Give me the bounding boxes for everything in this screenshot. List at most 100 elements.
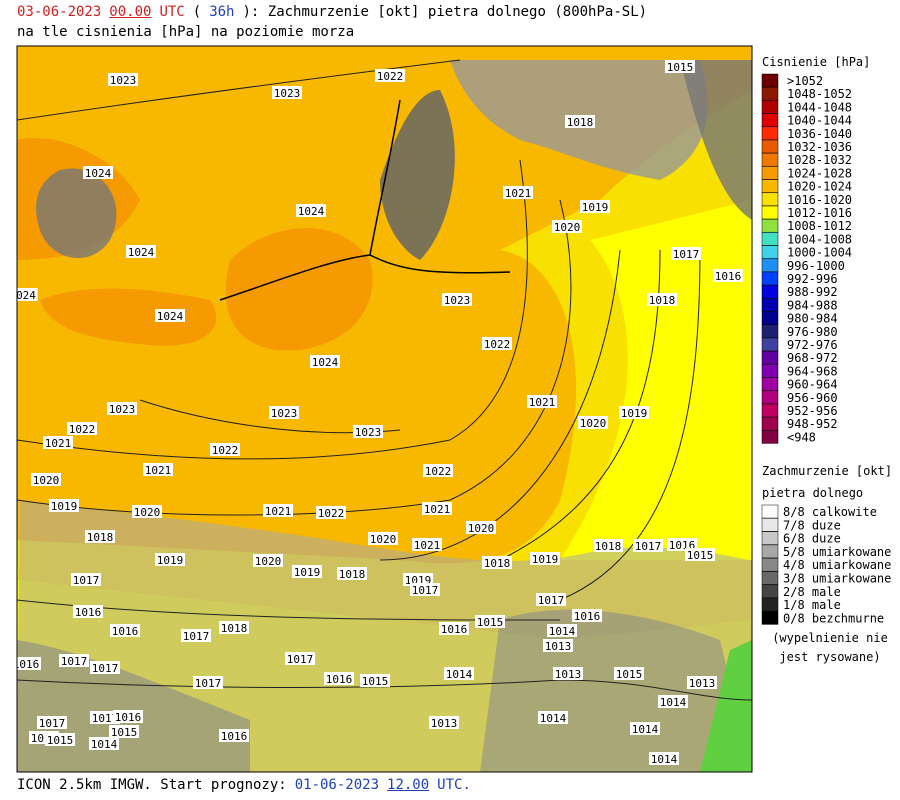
isobar-label-bg xyxy=(475,615,505,628)
isobar-label: 1017 xyxy=(39,717,66,730)
legend-swatch xyxy=(761,518,779,532)
isobar-label: 1021 xyxy=(424,503,451,516)
legend-swatch xyxy=(761,350,779,365)
isobar-label-bg xyxy=(143,463,173,476)
isobar-label-bg xyxy=(108,73,138,86)
legend-label: 980-984 xyxy=(787,312,838,326)
legend-swatch xyxy=(761,377,779,391)
isobar-label: 1019 xyxy=(582,201,609,214)
isobar-label-bg xyxy=(671,247,701,260)
isobar-label: 1014 xyxy=(651,753,678,766)
header-line: na tle cisnienia [hPa] na poziomie morza xyxy=(17,24,355,40)
text-segment: 36h xyxy=(209,4,235,20)
isobar-label-bg xyxy=(412,538,442,551)
legend-swatch xyxy=(761,73,779,88)
isobar-label-bg xyxy=(219,729,249,742)
isobar-label: 1024 xyxy=(312,356,339,369)
isobar-label: 1016 xyxy=(441,623,468,636)
isobar-label: 1018 xyxy=(567,116,594,129)
isobar-label: 1013 xyxy=(545,640,572,653)
isobar-label-bg xyxy=(527,395,557,408)
legend-swatch xyxy=(761,284,779,299)
isobar-label-bg xyxy=(90,661,120,674)
isobar-label: 1015 xyxy=(477,616,504,629)
isobar-label-bg xyxy=(649,752,679,765)
isobar-label-bg xyxy=(310,355,340,368)
isobar-label: 1023 xyxy=(109,403,136,416)
isobar-label: 1017 xyxy=(92,712,119,725)
isobar-label: 1015 xyxy=(667,61,694,74)
isobar-label-bg xyxy=(110,624,140,637)
isobar-label-bg xyxy=(422,502,452,515)
isobar-label: 1017 xyxy=(61,655,88,668)
isobar-label: 1014 xyxy=(660,696,687,709)
isobar-label-bg xyxy=(547,624,577,637)
legend-label: 952-956 xyxy=(787,404,838,418)
isobar-label-bg xyxy=(665,60,695,73)
isobar-label-bg xyxy=(685,548,715,561)
isobar-label: 1018 xyxy=(221,622,248,635)
isobar-label: 1014 xyxy=(446,668,473,681)
isobar-label-bg xyxy=(253,554,283,567)
legend-swatch xyxy=(761,390,779,405)
legend-label: 996-1000 xyxy=(787,259,845,273)
isobar-label: 1024 xyxy=(85,167,112,180)
isobar-label: 1019 xyxy=(532,553,559,566)
legend-swatch xyxy=(761,166,779,180)
isobar-label-bg xyxy=(71,573,101,586)
text-segment: UTC. xyxy=(437,777,471,793)
legend-title: Cisnienie [hPa] xyxy=(762,55,870,69)
legend-label: 8/8 calkowite xyxy=(783,505,877,519)
isobar-label-bg xyxy=(85,530,115,543)
legend-swatch xyxy=(761,337,779,352)
isobar-label: 1015 xyxy=(362,675,389,688)
legend-label: 988-992 xyxy=(787,285,838,299)
isobar-label: 1023 xyxy=(444,294,471,307)
legend-label: 0/8 bezchmurne xyxy=(783,611,884,625)
isobar-label: 1015 xyxy=(111,726,138,739)
isobar-label: 1016 xyxy=(112,625,139,638)
legend-label: 1036-1040 xyxy=(787,127,852,141)
isobar-label: 1017 xyxy=(412,584,439,597)
legend-swatch xyxy=(761,218,779,233)
legend-label: 1004-1008 xyxy=(787,232,852,246)
isobar-label-bg xyxy=(316,506,346,519)
isobar-label-bg xyxy=(565,115,595,128)
isobar-label-bg xyxy=(31,473,61,486)
isobar-label-bg xyxy=(219,621,249,634)
borders xyxy=(219,99,511,301)
isobar-label-bg xyxy=(619,406,649,419)
isobar-label-bg xyxy=(578,416,608,429)
legend-label: 1008-1012 xyxy=(787,219,852,233)
isobar-label-bg xyxy=(439,622,469,635)
isobar-label: 1014 xyxy=(549,625,576,638)
isobar-label-bg xyxy=(37,716,67,729)
isobar-label-bg xyxy=(67,422,97,435)
isobar-label-bg xyxy=(647,293,677,306)
isobar-label-bg xyxy=(553,667,583,680)
legend-label: >1052 xyxy=(787,74,823,88)
isobar-label-bg xyxy=(466,521,496,534)
isobar-label: 1022 xyxy=(484,338,511,351)
isobar-label: 1017 xyxy=(73,574,100,587)
legend-swatch xyxy=(761,152,779,167)
legend-swatch xyxy=(761,245,779,259)
legend-label: 7/8 duze xyxy=(783,518,841,532)
text-segment: UTC xyxy=(159,4,185,20)
isobar-label-bg xyxy=(572,609,602,622)
isobar-label: 1023 xyxy=(110,74,137,87)
legend-swatch xyxy=(761,557,779,572)
cloud-area xyxy=(380,90,455,260)
legend-label: 1028-1032 xyxy=(787,153,852,167)
legend-swatch xyxy=(761,531,779,545)
isobar-label-bg xyxy=(59,654,89,667)
isobar-label: 1013 xyxy=(555,668,582,681)
legend-label: 1/8 male xyxy=(783,598,841,612)
text-segment: ICON 2.5km IMGW. Start prognozy: xyxy=(17,777,287,793)
text-segment: 12.00 xyxy=(387,777,430,793)
isobar-label: 1024 xyxy=(128,246,155,259)
legend-swatch xyxy=(761,232,779,246)
legend-swatch xyxy=(761,258,779,273)
isobar-label: 1022 xyxy=(377,70,404,83)
isobar-label: 1019 xyxy=(157,554,184,567)
